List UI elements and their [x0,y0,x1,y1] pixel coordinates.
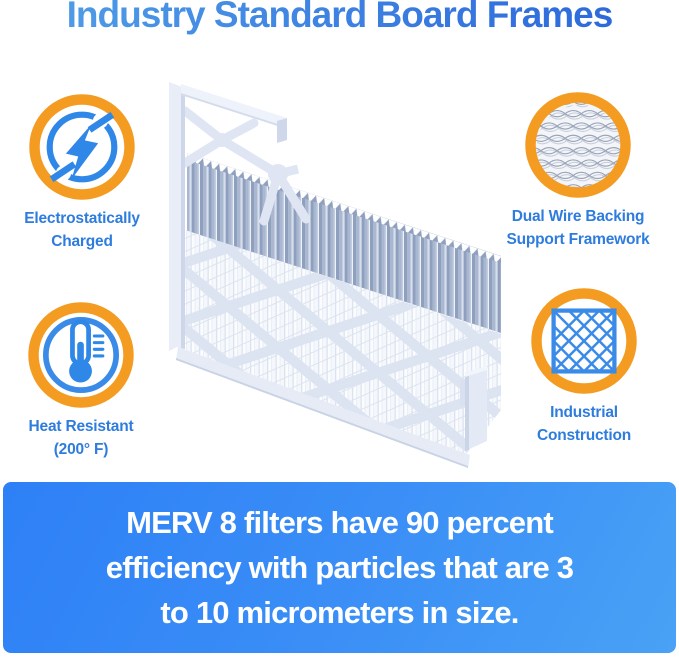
feature-industrial-construction: Industrial Construction [494,284,674,447]
orange-ring [29,94,135,200]
feature-label-line1: Dual Wire Backing [511,208,645,225]
lattice-grid-icon [531,288,637,394]
feature-label: Heat Resistant (200° F) [29,415,134,461]
feature-label-line2: Support Framework [506,231,650,248]
feature-label-line1: Industrial [550,404,618,421]
feature-label: Dual Wire Backing Support Framework [506,205,649,251]
orange-ring [525,92,631,198]
lightning-bolt-icon [29,94,135,200]
grid-diagonals [553,310,615,372]
lightning-glyph [46,111,118,183]
merv-info-banner: MERV 8 filters have 90 percent efficienc… [3,482,676,653]
banner-line2: efficiency with particles that are 3 [105,550,574,585]
orange-ring [28,302,134,408]
right-corner-board [460,366,487,451]
feature-heat-resistant: Heat Resistant (200° F) [0,298,171,461]
thermometer-icon [28,302,134,408]
feature-label: Industrial Construction [537,401,631,447]
feature-label-line2: Construction [536,427,632,444]
top-frame-flap [181,84,287,143]
strap-node [215,133,229,147]
thermometer-glyph [69,319,105,383]
bottom-frame-board [176,347,470,468]
feature-electrostatically-charged: Electrostatically Charged [0,90,172,253]
feature-dual-wire-backing: Dual Wire Backing Support Framework [488,88,668,251]
feature-label-line1: Electrostatically [24,210,140,227]
page-title: Industry Standard Board Frames [0,0,679,36]
banner-line1: MERV 8 filters have 90 percent [126,505,554,540]
feature-label-line2: Charged [51,233,113,250]
orange-ring [531,288,637,394]
wire-mesh-icon [525,92,631,198]
strap-nub [276,164,300,179]
banner-line3: to 10 micrometers in size. [160,595,519,630]
feature-label-line2: (200° F) [53,441,109,458]
air-filter-render-image [169,82,501,468]
feature-label: Electrostatically Charged [24,207,140,253]
left-frame-board [169,82,185,351]
feature-label-line1: Heat Resistant [28,418,134,435]
